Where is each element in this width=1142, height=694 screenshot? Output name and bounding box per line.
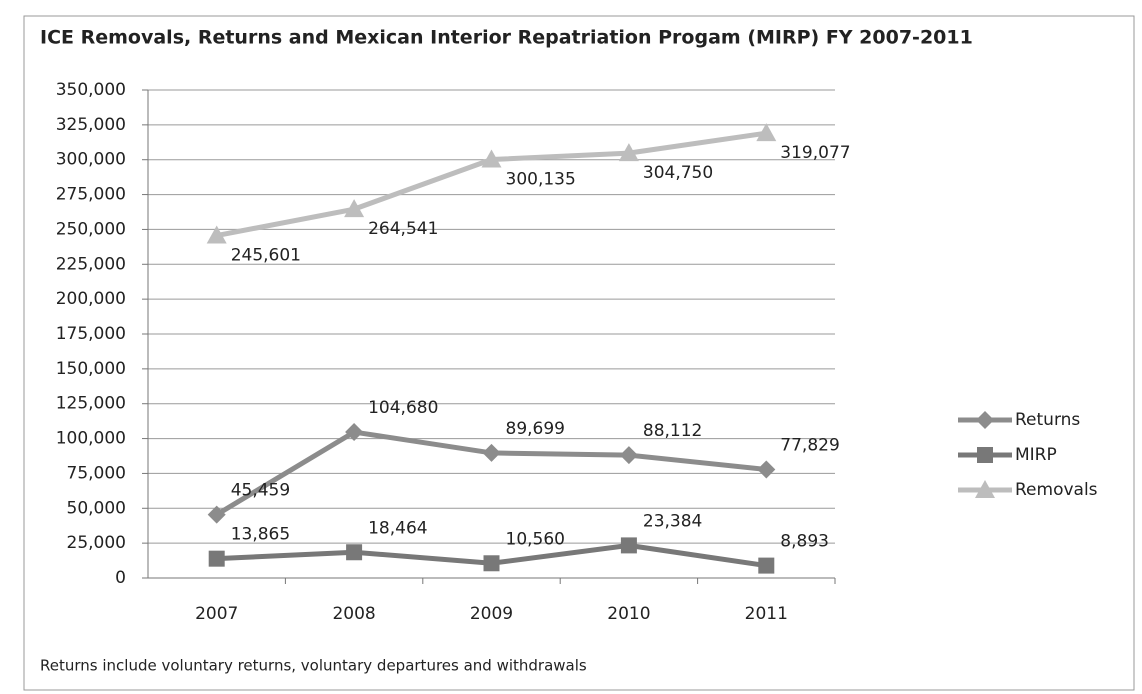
- data-label: 319,077: [780, 143, 850, 163]
- chart-frame: [23, 15, 1135, 691]
- data-point: [758, 557, 775, 574]
- y-tick-label: 225,000: [56, 254, 126, 274]
- x-tick-label: 2010: [607, 604, 650, 624]
- y-tick-label: 350,000: [56, 80, 126, 100]
- y-tick-label: 125,000: [56, 394, 126, 414]
- data-point: [345, 423, 364, 442]
- legend-marker: [976, 411, 994, 429]
- data-point: [206, 225, 227, 244]
- data-label: 8,893: [780, 532, 829, 552]
- data-point: [619, 446, 638, 465]
- data-point: [346, 544, 363, 561]
- data-label: 264,541: [368, 219, 438, 239]
- data-point: [207, 505, 226, 524]
- data-point: [757, 460, 776, 479]
- data-label: 18,464: [368, 518, 427, 538]
- y-tick-label: 175,000: [56, 324, 126, 344]
- data-point: [618, 143, 639, 162]
- y-tick-label: 300,000: [56, 150, 126, 170]
- y-tick-label: 25,000: [67, 533, 126, 553]
- data-label: 245,601: [231, 246, 301, 266]
- y-tick-label: 250,000: [56, 219, 126, 239]
- x-tick-label: 2011: [745, 604, 788, 624]
- x-tick-label: 2007: [195, 604, 238, 624]
- data-point: [482, 443, 501, 462]
- data-point: [483, 555, 500, 572]
- data-point: [344, 199, 365, 218]
- data-label: 77,829: [780, 435, 839, 455]
- data-point: [481, 149, 502, 168]
- y-tick-label: 325,000: [56, 115, 126, 135]
- y-tick-label: 50,000: [67, 498, 126, 518]
- data-label: 13,865: [231, 525, 290, 545]
- data-point: [756, 123, 777, 142]
- y-tick-label: 75,000: [67, 463, 126, 483]
- data-label: 10,560: [506, 529, 565, 549]
- data-point: [620, 537, 637, 554]
- legend-label: MIRP: [1015, 445, 1057, 465]
- data-label: 89,699: [506, 419, 565, 439]
- data-label: 23,384: [643, 511, 702, 531]
- data-label: 88,112: [643, 421, 702, 441]
- y-tick-label: 200,000: [56, 289, 126, 309]
- y-tick-label: 150,000: [56, 359, 126, 379]
- data-label: 304,750: [643, 163, 713, 183]
- data-label: 104,680: [368, 398, 438, 418]
- legend-label: Returns: [1015, 410, 1080, 430]
- chart-title: ICE Removals, Returns and Mexican Interi…: [40, 27, 973, 49]
- y-tick-label: 0: [115, 568, 126, 588]
- y-tick-label: 100,000: [56, 429, 126, 449]
- x-tick-label: 2008: [332, 604, 375, 624]
- legend-label: Removals: [1015, 480, 1098, 500]
- data-label: 300,135: [506, 170, 576, 190]
- chart-note: Returns include voluntary returns, volun…: [40, 657, 587, 675]
- data-point: [208, 550, 225, 567]
- data-label: 45,459: [231, 481, 290, 501]
- y-tick-label: 275,000: [56, 185, 126, 205]
- legend-marker: [975, 480, 995, 498]
- x-tick-label: 2009: [470, 604, 513, 624]
- legend-marker: [977, 447, 993, 463]
